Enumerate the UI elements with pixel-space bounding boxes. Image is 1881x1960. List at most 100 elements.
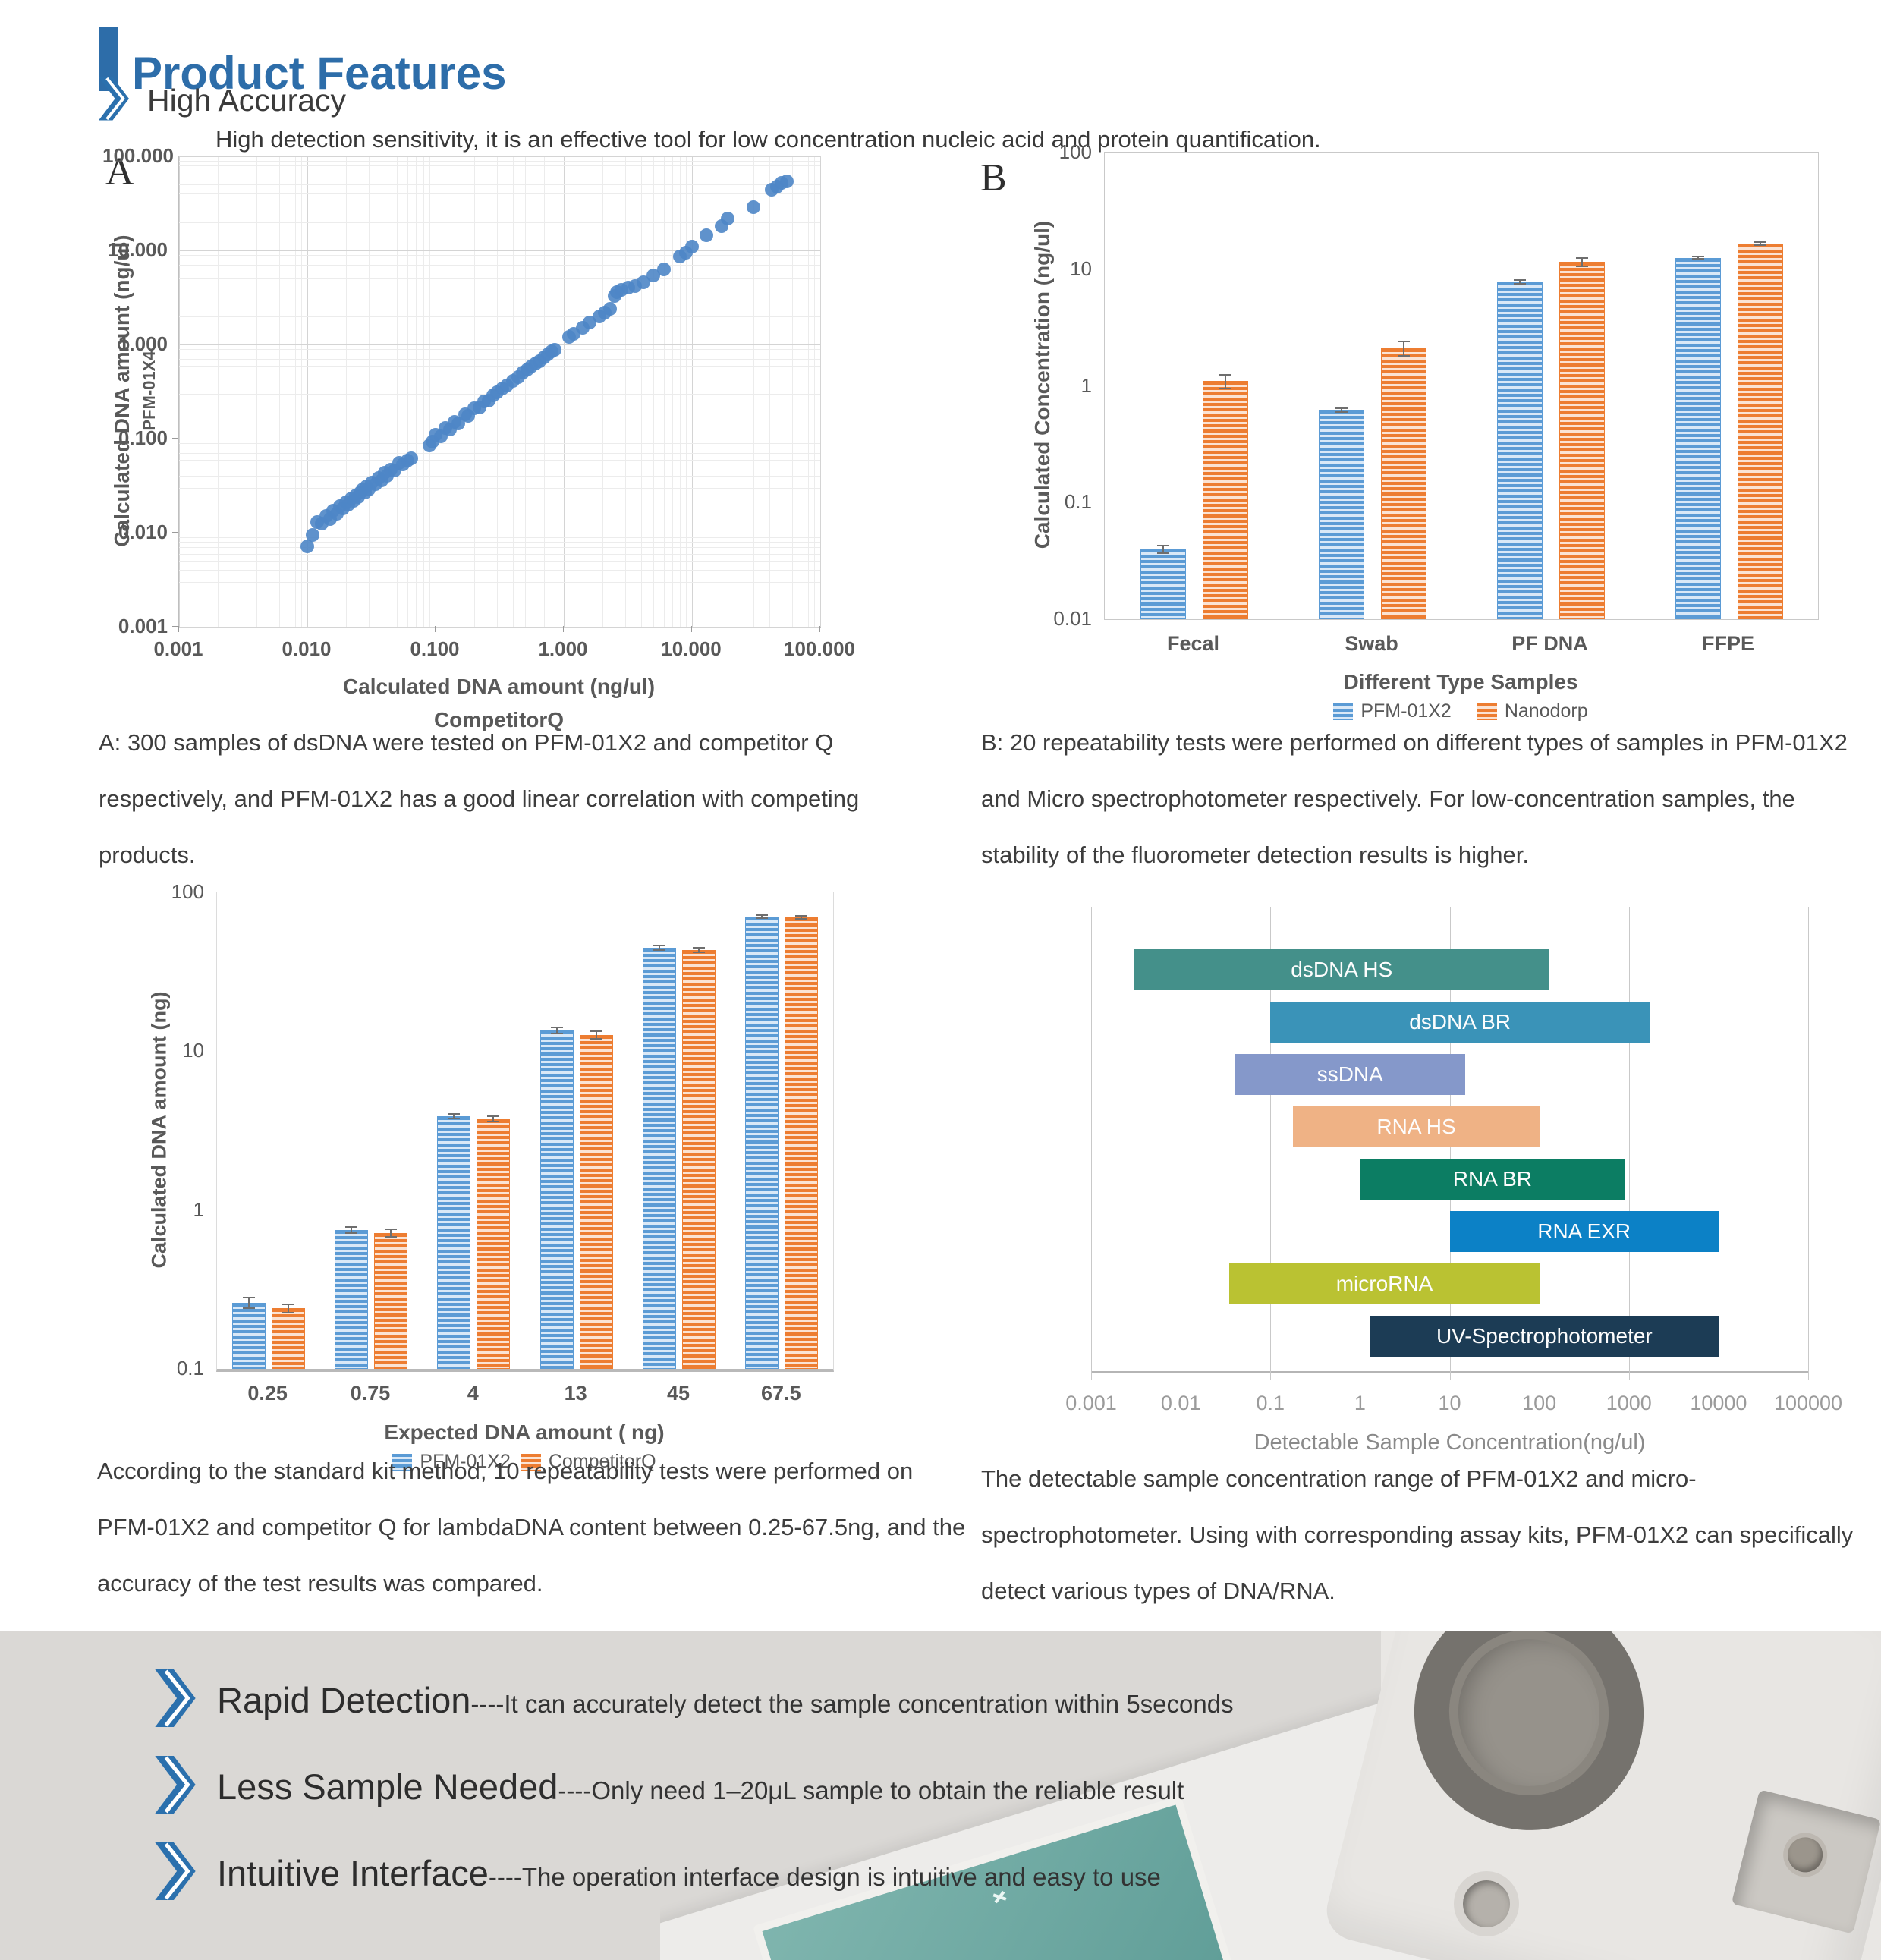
error-cap (653, 949, 665, 951)
caption-a: A: 300 samples of dsDNA were tested on P… (99, 729, 860, 868)
error-cap (1219, 387, 1231, 389)
gridline-minor (179, 542, 820, 543)
error-bar (390, 1229, 392, 1237)
scatter-point (721, 211, 735, 225)
feature-text: Less Sample Needed----Only need 1–20μL s… (217, 1766, 1184, 1807)
bar-Nanodorp (1737, 244, 1783, 619)
axis-tick-label: 1 (1080, 373, 1092, 397)
error-cap (1397, 341, 1410, 343)
range-bar-label: RNA EXR (1537, 1219, 1631, 1243)
gridline-minor (423, 156, 424, 627)
error-bar (1518, 279, 1521, 284)
gridline-minor (179, 193, 820, 195)
error-cap (345, 1232, 357, 1234)
gridline-minor (429, 156, 431, 627)
device-screen-dots (992, 1890, 1007, 1904)
gridline (1091, 907, 1092, 1380)
axis-tick-label: 0.001 (1065, 1392, 1117, 1414)
axis-tick (435, 626, 436, 632)
error-bar (1224, 374, 1226, 389)
scatter-point (603, 301, 618, 316)
legend-label: PFM-01X2 (420, 1451, 511, 1472)
axis-tick-label: 100 (1522, 1392, 1557, 1414)
gridline-minor (368, 156, 370, 627)
gridline-minor (179, 570, 820, 571)
category-label: Fecal (1166, 632, 1220, 655)
caption-b: B: 20 repeatability tests were performed… (981, 729, 1848, 868)
axis-tick-label: 0.1 (1256, 1392, 1285, 1414)
category-label: 4 (467, 1382, 479, 1405)
range-plot-area: dsDNA HS dsDNA BR ssDNA RNA HS RNA BR RNA EXR… (1091, 907, 1809, 1380)
chart-bar-accuracy: Calculated DNA amount (ng) Expected DNA … (137, 880, 846, 1487)
legend-label: Nanodorp (1504, 700, 1588, 722)
error-bar (801, 916, 803, 920)
device-screen (752, 1795, 1244, 1960)
legend: PFM-01X2 Nanodorp (1104, 700, 1817, 722)
scatter-point (305, 527, 319, 542)
chart-label-b: B (980, 156, 1007, 200)
gridline-minor (663, 156, 665, 627)
gridline-minor (179, 365, 820, 367)
error-bar (1697, 256, 1699, 260)
gridline (179, 156, 180, 627)
axis-tick-label: 10000 (1690, 1392, 1747, 1414)
error-cap (1575, 266, 1588, 268)
error-cap (282, 1312, 294, 1314)
bar-CompetitorQ (477, 1118, 511, 1369)
feature-title: Intuitive Interface (217, 1853, 489, 1893)
device-vial (1784, 1833, 1827, 1877)
legend: PFM-01X2 CompetitorQ (216, 1451, 832, 1473)
legend-swatch (1333, 703, 1354, 720)
error-cap (1513, 282, 1526, 285)
error-bar (351, 1227, 352, 1233)
range-bar-label: microRNA (1335, 1272, 1433, 1295)
error-bar (247, 1298, 250, 1309)
device-small-port (1454, 1871, 1519, 1936)
category-label: 45 (666, 1382, 690, 1405)
gridline-minor (769, 156, 770, 627)
error-bar (761, 915, 763, 919)
caption-d: The detectable sample concentration rang… (981, 1465, 1854, 1604)
error-cap (756, 914, 769, 917)
chevron-right-icon (97, 76, 131, 125)
gridline (179, 250, 820, 251)
error-cap (448, 1117, 461, 1119)
gridline-minor (624, 156, 626, 627)
range-bar: RNA HS (1293, 1106, 1540, 1147)
gridline (179, 627, 820, 628)
axis-tick-label: 1000 (1606, 1392, 1652, 1414)
axis-tick-label: 0.1 (176, 1357, 204, 1380)
error-bar (1581, 257, 1583, 267)
gridline-minor (179, 278, 820, 280)
bar-CompetitorQ (374, 1232, 407, 1369)
gridline-minor (179, 553, 820, 555)
feature-desc: ----It can accurately detect the sample … (470, 1690, 1234, 1718)
feature-rapid-detection: Rapid Detection----It can accurately det… (153, 1668, 1234, 1732)
feature-text: Rapid Detection----It can accurately det… (217, 1679, 1234, 1721)
category-label: Swab (1345, 632, 1398, 655)
error-cap (1156, 552, 1169, 554)
bar-CompetitorQ (785, 917, 819, 1369)
bar-PFM-01X2 (539, 1030, 574, 1369)
gridline-minor (217, 156, 219, 627)
axis-tick-label: 1 (193, 1197, 204, 1221)
error-cap (1575, 256, 1588, 259)
gridline-minor (179, 348, 820, 350)
gridline-minor (512, 156, 514, 627)
bar-CompetitorQ (579, 1034, 613, 1369)
gridline-minor (686, 156, 687, 627)
error-cap (795, 918, 808, 920)
feature-title: Rapid Detection (217, 1680, 471, 1720)
bar-PFM-01X2 (1496, 282, 1543, 619)
gridline-minor (278, 156, 280, 627)
axis-tick (172, 626, 178, 627)
page-title: Product Features (132, 48, 507, 99)
error-cap (693, 946, 705, 949)
axis-tick (819, 626, 820, 632)
feature-title: Less Sample Needed (217, 1767, 558, 1807)
error-cap (1754, 241, 1766, 244)
bar-PFM-01X2 (335, 1229, 368, 1369)
gridline-minor (602, 156, 603, 627)
range-bar: microRNA (1229, 1263, 1540, 1304)
error-cap (282, 1303, 294, 1305)
